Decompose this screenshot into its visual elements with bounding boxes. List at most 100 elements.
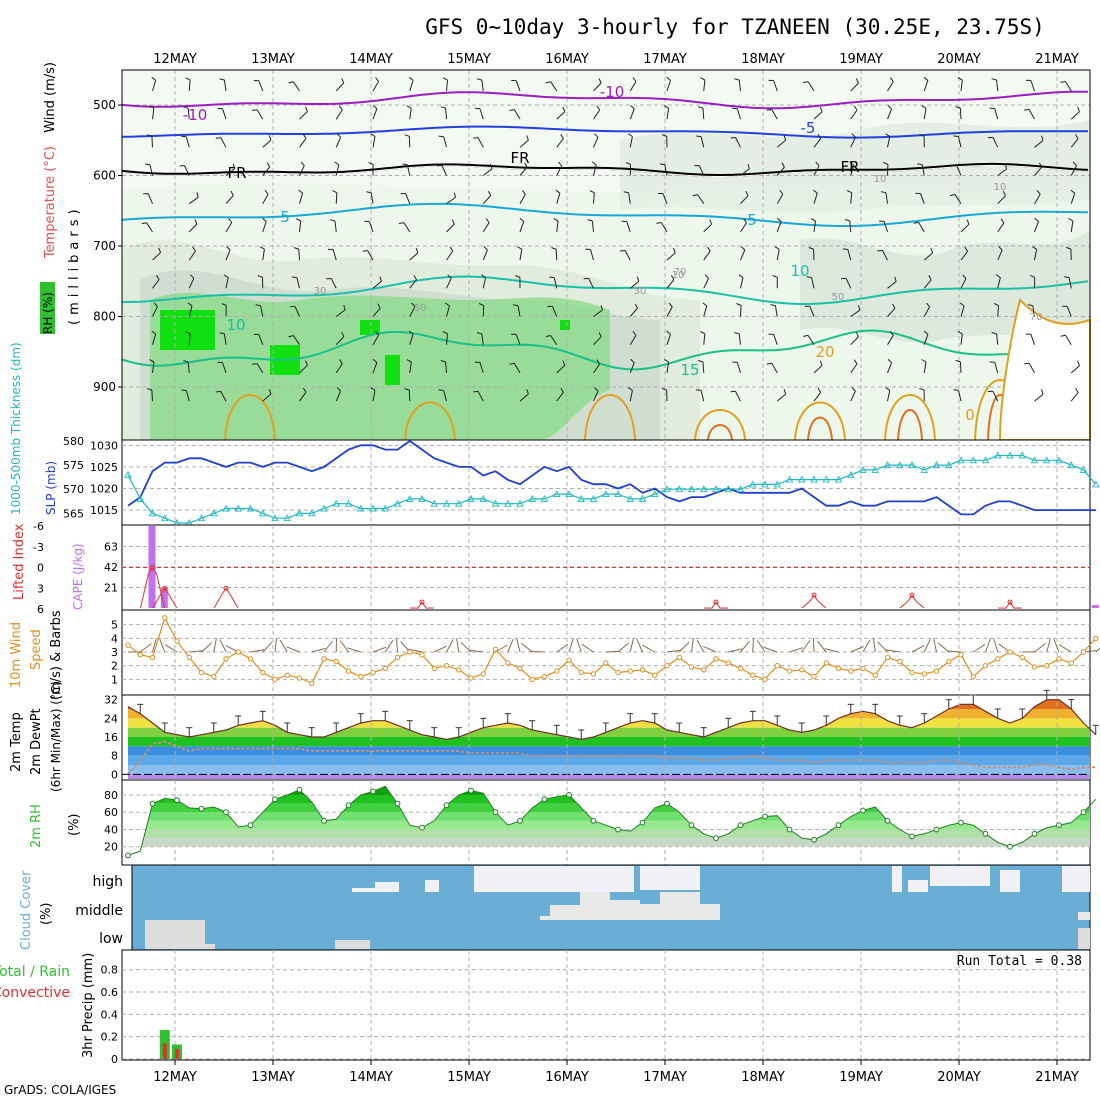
wind-barb-flag (555, 189, 561, 194)
ylabel-thickness: 1000-500mb Thickness (dm) (9, 342, 23, 515)
temp-contour (121, 275, 1089, 305)
wind-barb (629, 390, 633, 402)
wind-barb-flag (259, 246, 265, 250)
wind10-point (333, 658, 339, 665)
wind10-point (1093, 635, 1099, 641)
wind-barb (960, 79, 963, 91)
wind10-point (517, 665, 523, 672)
wind10-point (296, 675, 303, 681)
wind-barb-flag (453, 192, 456, 198)
wind-barb (519, 249, 523, 261)
wind10-point (1019, 654, 1025, 661)
wind-barb (298, 249, 300, 261)
wind-barb (807, 81, 815, 92)
wind-barb (850, 390, 856, 402)
wind-barb (225, 168, 235, 176)
wind10-barb (286, 646, 300, 653)
wind-barb-flag (257, 275, 263, 278)
wind-barb (372, 136, 376, 148)
date-label-top: 19MAY (839, 52, 883, 67)
wind-barb-flag (815, 161, 820, 167)
wind-barb (152, 361, 155, 373)
wind-barb-flag (919, 134, 925, 137)
wind10-barb (469, 649, 484, 653)
wind-barb (588, 278, 594, 289)
wind-barb (629, 281, 640, 289)
wind-barb-flag (959, 302, 965, 307)
wind-barb-flag (402, 163, 408, 166)
wind-barb-flag (858, 305, 861, 311)
wind-barb-flag (377, 303, 381, 309)
pressure-tick-label: 900 (93, 380, 116, 394)
cloud-block-middle (580, 892, 610, 920)
wind-barb (887, 81, 894, 92)
wind-barb-flag (476, 332, 482, 335)
wind-barb (959, 108, 962, 120)
wind-barb (147, 193, 153, 204)
wind-barb-flag (558, 161, 563, 167)
wind-barb (262, 166, 271, 176)
wind10-point (370, 669, 376, 676)
wind10-point (860, 665, 866, 672)
wind10-barb (1053, 638, 1060, 653)
wind-barb-flag (362, 250, 368, 252)
wind-barb (1070, 165, 1077, 176)
wind-barb-flag (673, 247, 676, 253)
wind-barb (409, 334, 414, 345)
cape-li-series (140, 526, 1099, 609)
wind-barb-flag (545, 81, 551, 84)
rh2m-point (982, 830, 989, 837)
temp2m-tick-label: 0 (111, 768, 118, 781)
contour-label: -10 (600, 83, 625, 101)
wind-barb-flag (627, 387, 633, 391)
li-line (213, 587, 239, 609)
wind-barb (446, 196, 456, 205)
wind10-series (125, 615, 1100, 687)
wind-barb (666, 80, 671, 92)
wind-barb (256, 109, 264, 120)
thickness-point (761, 480, 769, 488)
wind-barb-flag (630, 358, 635, 364)
wind-barb-flag (553, 218, 559, 222)
wind-barb (813, 111, 823, 120)
wind-barb-flag (819, 360, 823, 366)
wind-barb (776, 139, 787, 148)
wind-barb (813, 249, 815, 261)
wind10-barb (972, 643, 986, 653)
wind-barb (220, 137, 227, 148)
wind-barb-flag (955, 359, 961, 363)
wind10-point (713, 656, 719, 662)
wind-barb (960, 333, 963, 345)
rh2m-point (835, 822, 842, 829)
contour-label: FR (840, 158, 859, 176)
rh2m-point (149, 800, 156, 807)
wind-barb-flag (849, 161, 854, 166)
ylabel-temp: Temperature (°C) (43, 146, 58, 259)
thickness-point (430, 499, 439, 507)
thickness-point (283, 514, 292, 522)
wind-barb (256, 363, 264, 374)
wind-barb (813, 392, 822, 402)
wind-barb (593, 192, 595, 204)
thickness-point (675, 485, 684, 493)
rh2m-point (737, 822, 744, 829)
wind-barb-flag (810, 218, 816, 222)
wind-barb (740, 249, 746, 261)
thickness-point (859, 466, 867, 473)
wind-barb-flag (887, 358, 892, 364)
temp-contour-hot (707, 424, 733, 441)
thickness-point (197, 514, 206, 522)
wind-barb (443, 390, 447, 402)
wind-barb (774, 305, 778, 317)
precip-tick-label: 0.2 (101, 1031, 119, 1044)
thickness-point (773, 480, 782, 488)
wind-barb-flag (481, 274, 486, 279)
thickness-point (320, 504, 328, 512)
wind-barb-flag (302, 133, 307, 139)
wind-barb-flag (268, 135, 272, 141)
wind-barb-flag (485, 218, 490, 223)
wind-barb-flag (591, 161, 597, 166)
wind-barb (188, 250, 196, 261)
rh2m-point (958, 819, 964, 826)
